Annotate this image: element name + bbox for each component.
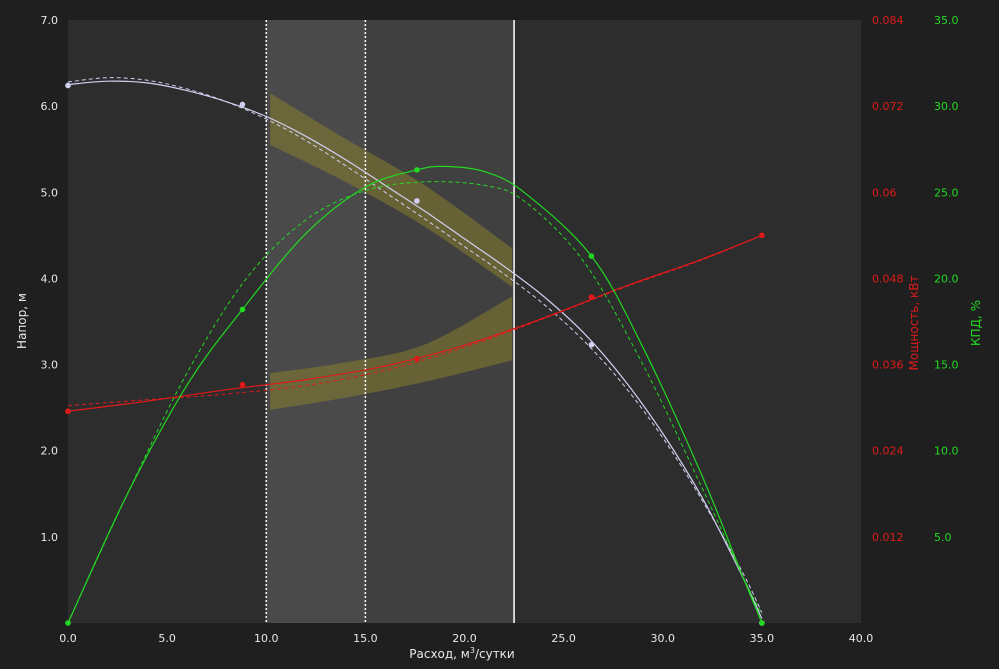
x-tick-label: 40.0 bbox=[849, 632, 874, 645]
x-axis-title: Расход, м3/сутки bbox=[409, 646, 514, 661]
x-tick-label: 20.0 bbox=[452, 632, 477, 645]
head-tick-label: 2.0 bbox=[41, 445, 59, 458]
head-tick-label: 7.0 bbox=[41, 14, 59, 27]
axis-ticks: 0.0 5.0 10.0 15.0 20.0 25.0 30.0 35.0 40.0 1.0 2.0… bbox=[41, 14, 959, 645]
eff-tick-label: 10.0 bbox=[934, 445, 959, 458]
power-point-3 bbox=[588, 294, 595, 300]
x-tick-label: 15.0 bbox=[353, 632, 378, 645]
power-tick-label: 0.084 bbox=[872, 14, 904, 27]
tolerance-bands bbox=[270, 93, 513, 410]
highlight-region-shade bbox=[266, 20, 366, 623]
head-curve-line bbox=[67, 80, 763, 619]
power-tick-label: 0.06 bbox=[872, 186, 897, 199]
x-tick-label: 5.0 bbox=[158, 632, 176, 645]
x-tick-label: 0.0 bbox=[59, 632, 77, 645]
eff-point-3 bbox=[588, 253, 595, 259]
tolerance-band-head bbox=[270, 93, 513, 287]
eff-point-0 bbox=[65, 620, 71, 626]
power-fit-line bbox=[67, 234, 763, 406]
power-point-2 bbox=[414, 356, 420, 362]
head-point-0 bbox=[65, 82, 71, 89]
eff-point-2 bbox=[414, 167, 420, 173]
eff-tick-label: 25.0 bbox=[934, 186, 959, 199]
head-tick-label: 3.0 bbox=[41, 359, 59, 372]
head-tick-label: 4.0 bbox=[41, 272, 59, 285]
y-axis-eff-title: КПД, % bbox=[969, 300, 983, 346]
eff-point-4 bbox=[759, 620, 765, 626]
eff-tick-label: 30.0 bbox=[934, 100, 959, 113]
head-tick-label: 1.0 bbox=[41, 531, 59, 544]
head-fit-line bbox=[67, 77, 763, 613]
eff-tick-label: 20.0 bbox=[934, 272, 959, 285]
power-point-4 bbox=[759, 232, 765, 239]
x-tick-label: 30.0 bbox=[651, 632, 676, 645]
power-point-1 bbox=[239, 381, 246, 388]
eff-point-1 bbox=[239, 306, 246, 313]
head-point-1 bbox=[239, 101, 246, 108]
eff-fit-line bbox=[67, 181, 763, 624]
y-axis-power-title: Мощность, кВт bbox=[907, 276, 921, 371]
power-curve-line bbox=[67, 234, 763, 412]
power-tick-label: 0.072 bbox=[872, 100, 904, 113]
power-tick-label: 0.048 bbox=[872, 272, 904, 285]
eff-tick-label: 35.0 bbox=[934, 14, 959, 27]
head-tick-label: 6.0 bbox=[41, 100, 59, 113]
x-tick-label: 10.0 bbox=[254, 632, 279, 645]
eff-tick-label: 5.0 bbox=[934, 531, 952, 544]
head-point-2 bbox=[414, 198, 420, 204]
power-point-0 bbox=[65, 408, 71, 415]
operating-region bbox=[266, 20, 515, 623]
data-series bbox=[65, 77, 765, 626]
head-point-3 bbox=[588, 341, 595, 348]
vertical-markers bbox=[265, 20, 515, 623]
eff-curve-line bbox=[67, 165, 763, 624]
power-tick-label: 0.012 bbox=[872, 531, 904, 544]
x-tick-label: 35.0 bbox=[750, 632, 775, 645]
tolerance-band-power bbox=[270, 296, 513, 410]
x-tick-label: 25.0 bbox=[551, 632, 576, 645]
head-tick-label: 5.0 bbox=[41, 186, 59, 199]
power-tick-label: 0.036 bbox=[872, 359, 904, 372]
eff-tick-label: 15.0 bbox=[934, 359, 959, 372]
power-tick-label: 0.024 bbox=[872, 445, 904, 458]
y-axis-head-title: Напор, м bbox=[15, 293, 29, 349]
